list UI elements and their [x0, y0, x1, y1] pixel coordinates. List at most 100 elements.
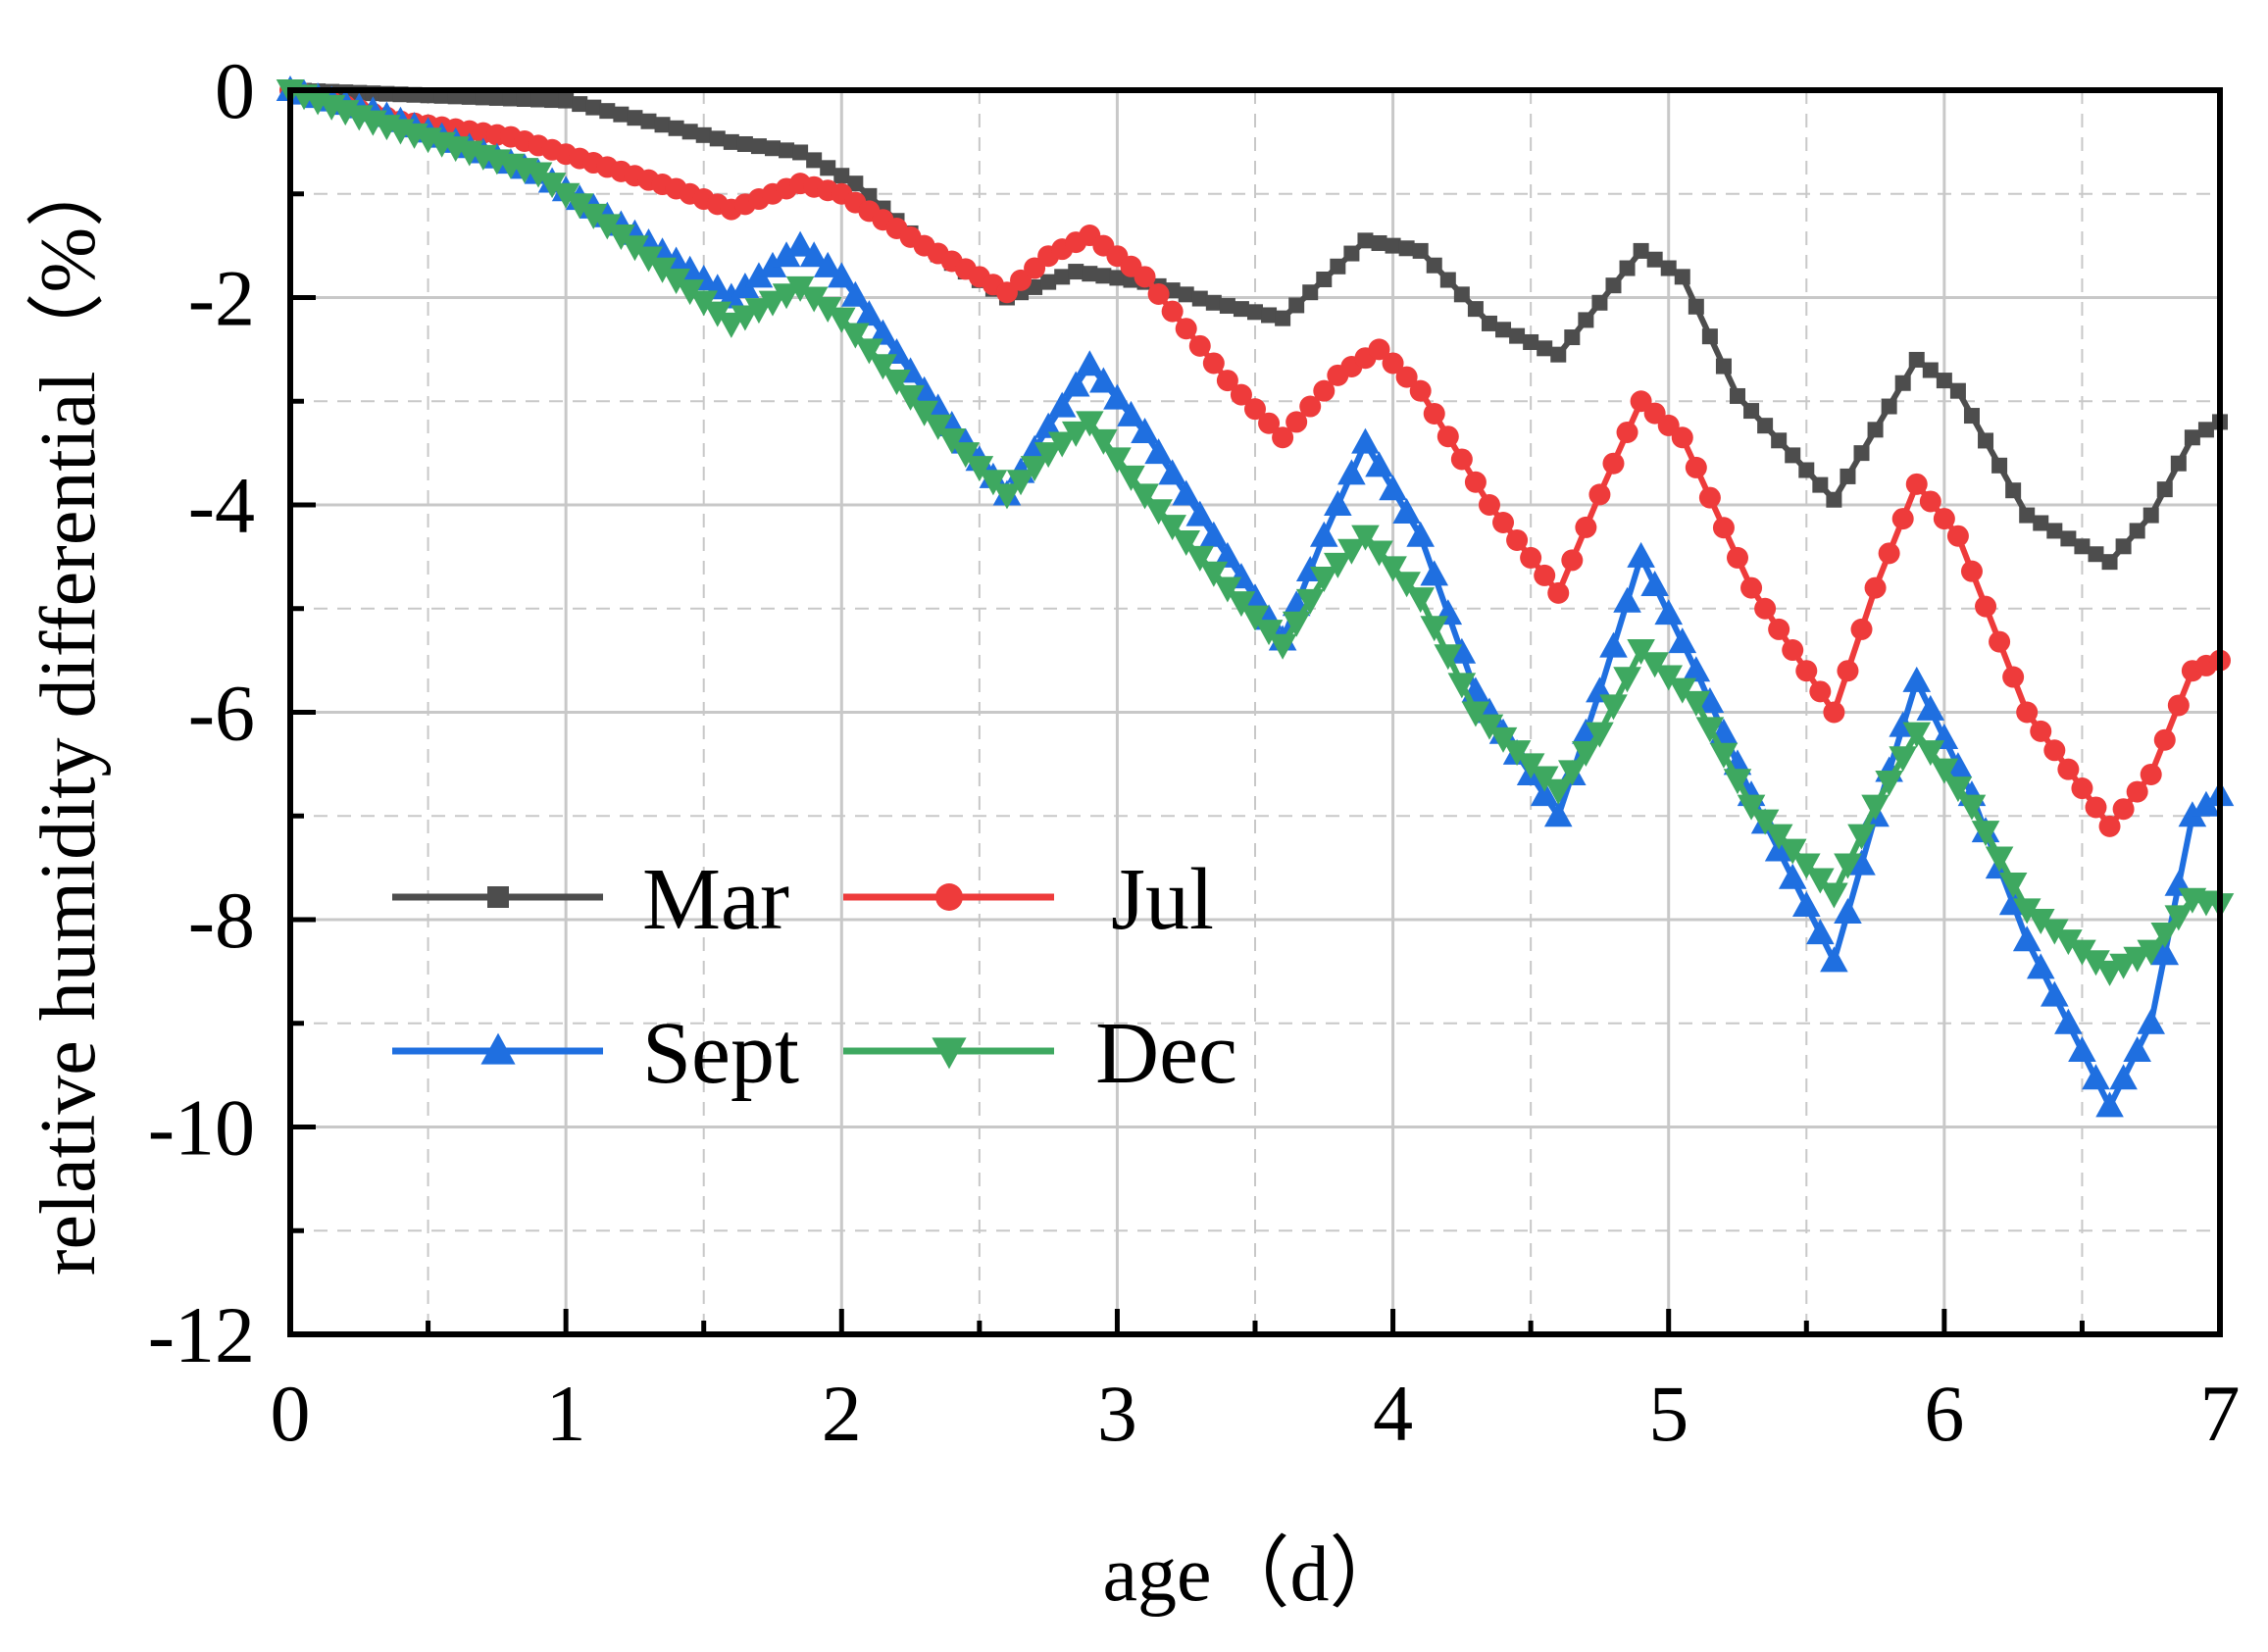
data-point-dec — [951, 442, 981, 469]
data-point-dec — [965, 456, 994, 482]
data-point-mar — [750, 138, 767, 155]
y-tick-label: 0 — [215, 46, 255, 135]
data-point-mar — [736, 135, 753, 152]
data-point-sept — [1213, 541, 1242, 568]
y-tick-label: -12 — [148, 1290, 255, 1379]
data-point-sept — [1089, 367, 1118, 393]
data-point-mar — [1633, 242, 1649, 259]
data-point-dec — [2109, 953, 2138, 979]
x-axis-title: age（d） — [1102, 1531, 1407, 1618]
data-point-mar — [1178, 286, 1194, 303]
data-point-mar — [1812, 476, 1829, 493]
data-point-sept — [2054, 1008, 2083, 1034]
data-point-mar — [1894, 375, 1911, 391]
data-point-dec — [537, 173, 567, 199]
data-point-dec — [607, 225, 635, 250]
data-point-dec — [992, 483, 1022, 510]
data-point-jul — [1492, 511, 1515, 533]
data-point-dec — [676, 279, 704, 306]
data-point-jul — [1520, 546, 1542, 569]
data-point-jul — [1809, 680, 1832, 703]
data-point-jul — [1478, 494, 1500, 516]
data-point-dec — [1076, 411, 1104, 437]
data-point-mar — [1771, 432, 1788, 449]
data-point-sept — [1668, 627, 1697, 654]
data-point-mar — [1785, 447, 1801, 464]
legend-item-sept: Sept — [392, 1005, 799, 1102]
data-point-jul — [1161, 300, 1184, 323]
data-point-dec — [1847, 824, 1876, 850]
data-point-mar — [1660, 260, 1677, 276]
data-point-mar — [2005, 482, 2022, 499]
data-point-sept — [2178, 801, 2207, 827]
x-tick-label: 0 — [271, 1369, 311, 1458]
data-point-sept — [1185, 500, 1215, 526]
data-point-dec — [1806, 868, 1835, 894]
data-point-mar — [2033, 515, 2049, 531]
x-tick-label: 3 — [1097, 1369, 1137, 1458]
data-point-sept — [813, 251, 842, 277]
data-point-dec — [1199, 561, 1229, 587]
data-point-mar — [2074, 538, 2091, 555]
data-point-jul — [2043, 739, 2066, 762]
data-point-sept — [2012, 926, 2041, 952]
legend-marker-mar — [487, 886, 509, 908]
data-point-dec — [1861, 794, 1890, 821]
data-point-jul — [1216, 370, 1238, 392]
legend-label: Mar — [642, 851, 789, 948]
data-point-dec — [1392, 572, 1421, 598]
data-point-mar — [613, 106, 630, 123]
data-point-mar — [2060, 530, 2077, 547]
data-point-mar — [681, 124, 698, 140]
data-point-mar — [1233, 301, 1249, 318]
data-point-mar — [1082, 266, 1098, 282]
data-point-jul — [2140, 763, 2162, 785]
data-point-mar — [2184, 429, 2200, 446]
series-line-dec — [288, 87, 2221, 975]
data-point-dec — [703, 301, 732, 327]
data-point-jul — [1671, 426, 1693, 449]
data-point-jul — [1272, 426, 1294, 449]
data-point-dec — [1695, 717, 1725, 743]
data-point-mar — [779, 142, 795, 159]
data-point-sept — [2123, 1036, 2151, 1062]
data-point-mar — [1343, 245, 1360, 262]
data-point-mar — [1922, 362, 1939, 378]
data-point-dec — [1971, 821, 2000, 847]
data-point-sept — [1144, 438, 1173, 465]
data-point-mar — [1646, 251, 1663, 268]
data-point-sept — [799, 241, 829, 268]
data-point-jul — [1823, 701, 1845, 724]
x-tick-label: 5 — [1648, 1369, 1688, 1458]
data-point-dec — [648, 257, 677, 283]
data-point-jul — [1395, 366, 1418, 388]
y-tick-label: -8 — [188, 876, 255, 965]
legend-marker-jul — [935, 883, 963, 911]
data-point-mar — [1109, 270, 1126, 286]
data-point-dec — [827, 307, 856, 333]
data-point-jul — [1891, 508, 1914, 530]
data-point-jul — [1423, 402, 1445, 425]
data-point-jul — [2112, 798, 2135, 821]
data-point-jul — [1244, 398, 1266, 421]
data-point-dec — [1889, 746, 1917, 773]
series-jul — [279, 79, 2231, 837]
data-point-dec — [2150, 923, 2180, 949]
data-point-jul — [2030, 720, 2052, 742]
data-point-dec — [1172, 529, 1201, 556]
data-point-mar — [2115, 538, 2132, 555]
data-point-sept — [2150, 939, 2180, 966]
data-point-dec — [1282, 611, 1311, 637]
data-point-sept — [1172, 479, 1201, 506]
data-point-dec — [1778, 838, 1807, 865]
data-point-sept — [1199, 521, 1229, 547]
data-point-dec — [2164, 905, 2193, 931]
data-point-mar — [2088, 546, 2104, 563]
data-point-dec — [772, 283, 801, 310]
y-axis-title: relative humidity differential（%） — [25, 149, 112, 1276]
data-point-dec — [1117, 465, 1145, 491]
data-point-dec — [1599, 694, 1628, 721]
data-point-sept — [2192, 790, 2221, 817]
data-point-dec — [2012, 898, 2041, 925]
data-point-mar — [1247, 304, 1263, 321]
